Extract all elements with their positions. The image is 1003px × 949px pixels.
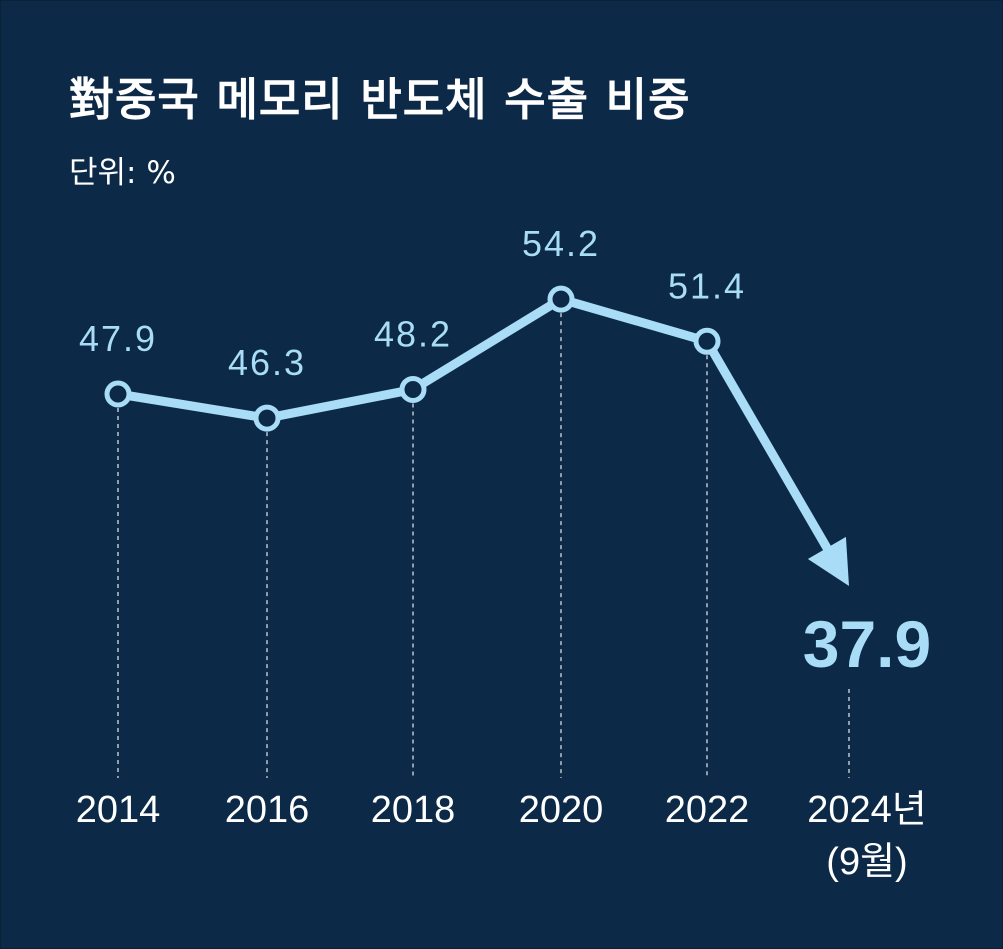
x-tick-label: 2024년 <box>807 789 927 831</box>
decline-arrow-head <box>807 536 849 586</box>
x-tick-label: (9월) <box>826 841 907 883</box>
x-tick-label: 2014 <box>76 789 161 831</box>
x-tick-label: 2020 <box>519 789 604 831</box>
data-label: 47.9 <box>79 318 157 359</box>
data-label: 51.4 <box>668 265 746 306</box>
decline-arrow-shaft <box>702 336 834 556</box>
x-tick-label: 2018 <box>371 789 456 831</box>
data-point <box>253 404 281 432</box>
data-point <box>547 285 575 313</box>
data-point <box>104 380 132 408</box>
chart-title: 對중국 메모리 반도체 수출 비중 <box>69 73 691 126</box>
data-label-highlight: 37.9 <box>803 607 931 681</box>
data-point <box>399 375 427 403</box>
data-label: 48.2 <box>374 313 452 354</box>
x-tick-label: 2022 <box>665 789 750 831</box>
data-label: 46.3 <box>228 342 306 383</box>
x-tick-label: 2016 <box>225 789 310 831</box>
data-label: 54.2 <box>522 223 600 264</box>
unit-label: 단위: % <box>69 155 176 191</box>
data-point <box>693 327 721 355</box>
